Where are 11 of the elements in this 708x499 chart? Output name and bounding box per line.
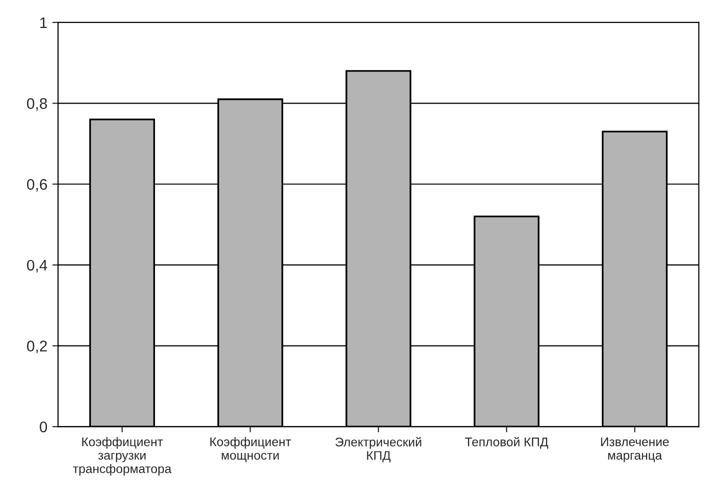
y-tick-label: 1 <box>40 17 47 28</box>
x-tick-label: Коэффициент мощности <box>210 437 292 462</box>
x-tick-label: Тепловой КПД <box>465 436 548 449</box>
y-tick-label: 0,2 <box>27 340 47 354</box>
x-tick-label: Извлечение марганца <box>601 438 669 462</box>
y-tick-label: 0,4 <box>27 260 48 272</box>
x-tick-label: Электрический КПД <box>335 437 422 462</box>
y-tick-label: 0,8 <box>27 98 47 111</box>
x-tick-label: Коэффициент загрузки трансформатора <box>73 437 172 476</box>
y-tick-label: 0 <box>40 422 48 432</box>
y-tick-label: 0,6 <box>27 179 47 192</box>
